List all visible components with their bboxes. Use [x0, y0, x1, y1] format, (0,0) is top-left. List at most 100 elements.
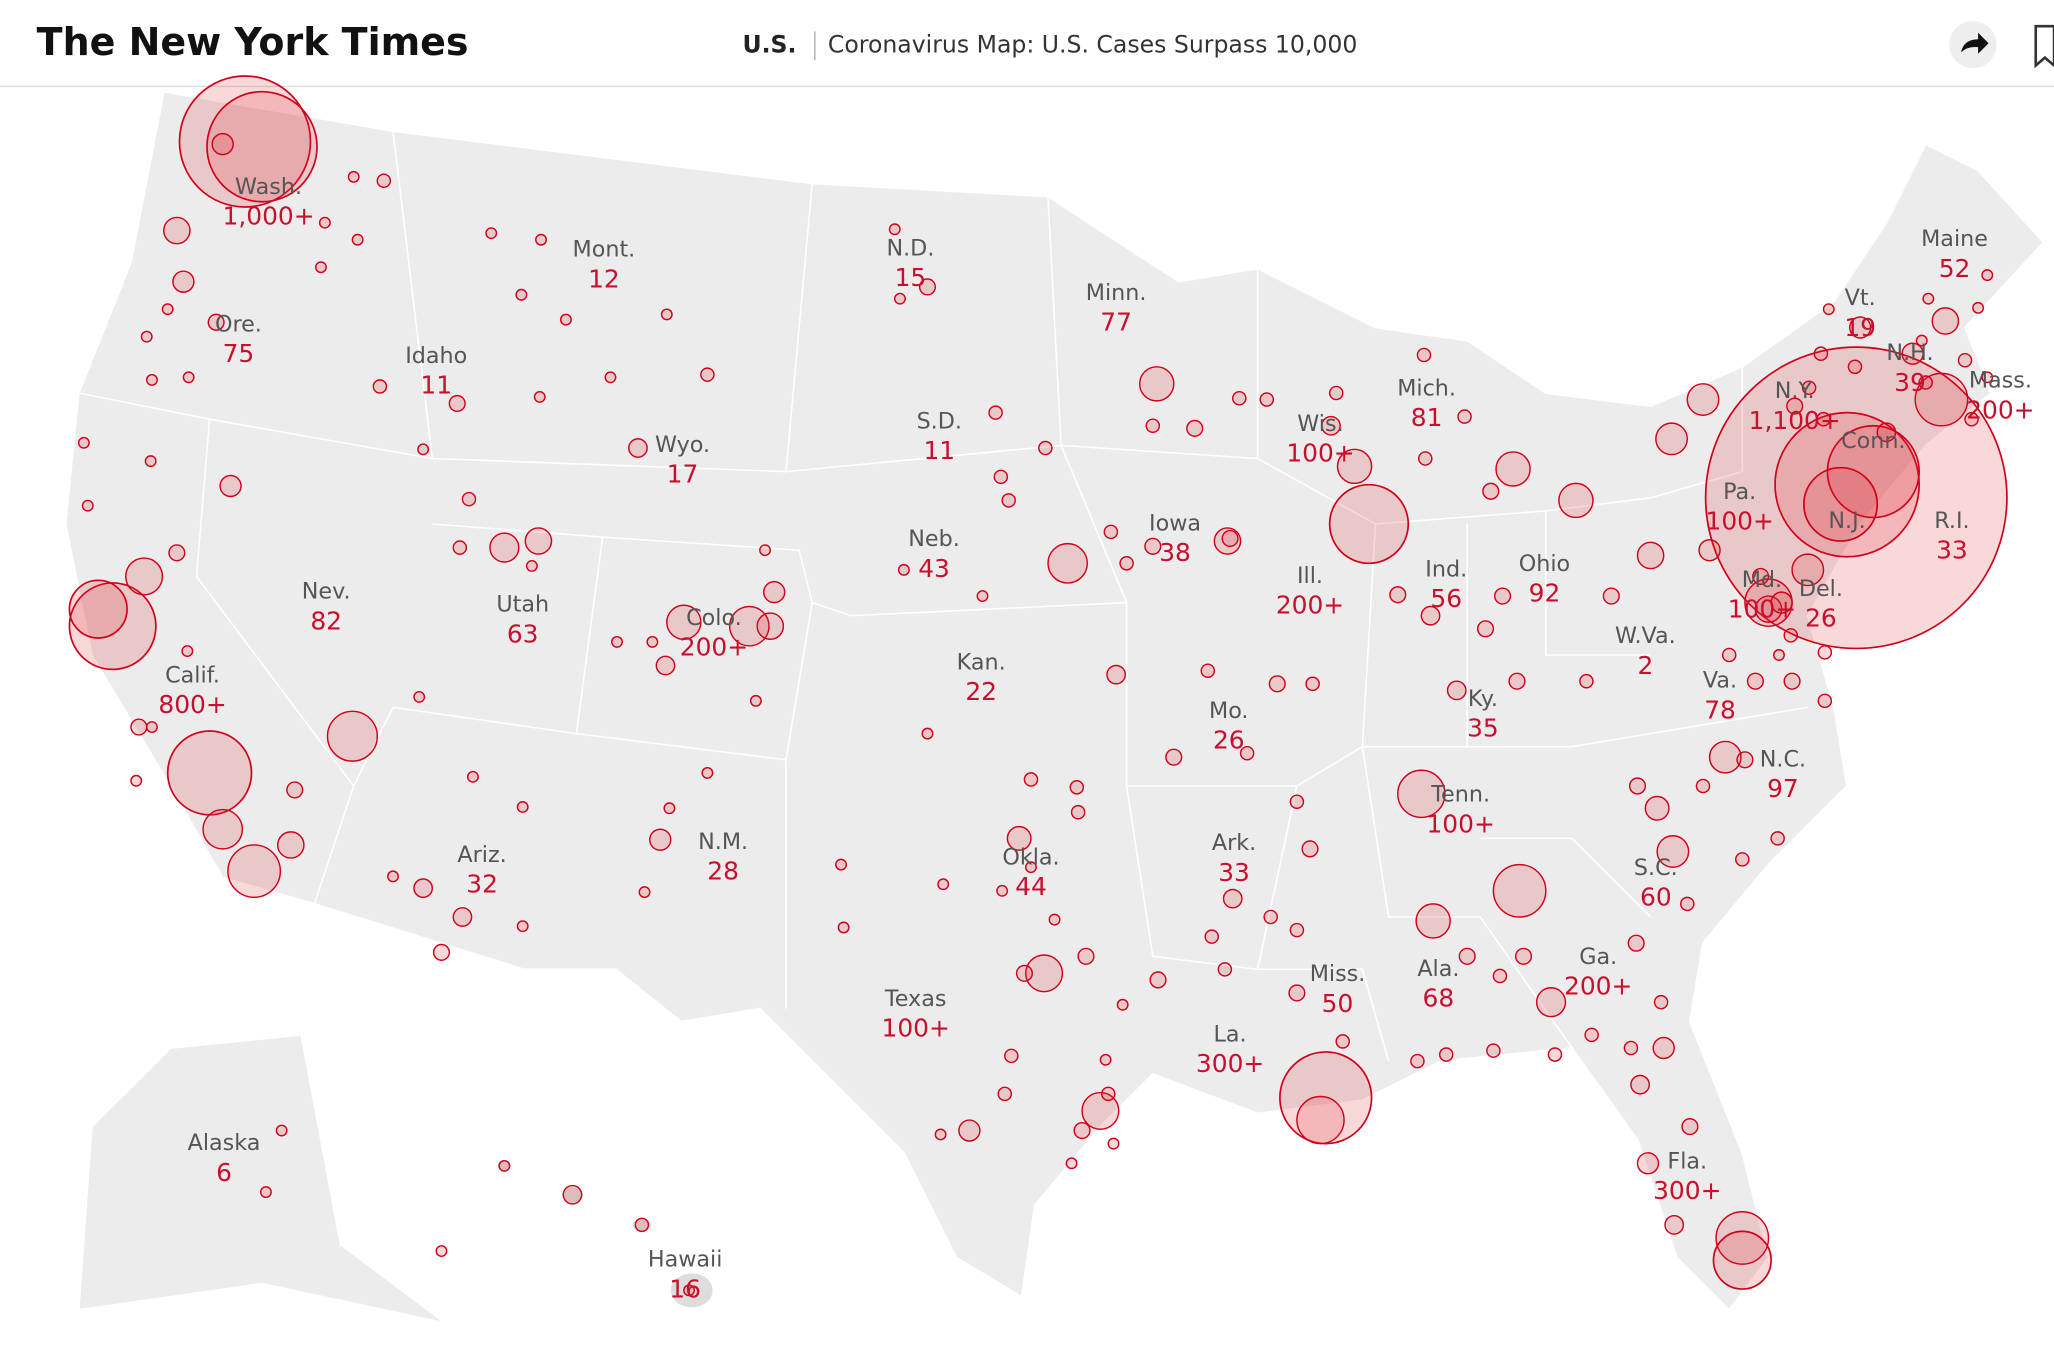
case-bubble — [144, 455, 157, 468]
case-bubble — [130, 774, 143, 787]
state-name: Tenn. — [1430, 782, 1490, 808]
case-bubble — [1813, 346, 1829, 361]
state-count: 1,000+ — [223, 201, 315, 230]
case-bubble — [649, 828, 672, 851]
case-bubble — [347, 170, 360, 183]
bookmark-icon[interactable] — [2034, 24, 2054, 69]
case-bubble — [452, 907, 473, 927]
case-bubble — [524, 527, 553, 555]
state-name: Ind. — [1425, 556, 1467, 582]
case-bubble — [1289, 794, 1305, 809]
case-bubble — [516, 800, 529, 813]
case-bubble — [1416, 347, 1432, 363]
case-bubble — [1708, 740, 1742, 774]
case-bubble — [1579, 673, 1594, 689]
case-bubble — [604, 371, 617, 384]
case-bubble — [485, 227, 498, 240]
case-bubble — [130, 718, 148, 736]
case-bubble — [611, 635, 623, 648]
case-bubble — [1145, 418, 1161, 434]
case-bubble — [1602, 587, 1620, 605]
state-name: N.C. — [1760, 746, 1806, 772]
case-bubble — [1915, 334, 1928, 347]
state-count: 75 — [223, 339, 255, 368]
case-bubble — [1715, 1211, 1770, 1265]
case-bubble — [1981, 371, 1994, 384]
case-bubble — [168, 544, 186, 562]
case-bubble — [660, 308, 673, 321]
state-count: 60 — [1640, 883, 1672, 912]
state-name: Ill. — [1297, 563, 1323, 589]
case-bubble — [1410, 1053, 1425, 1069]
case-bubble — [211, 132, 234, 156]
state-count: 200+ — [1564, 972, 1632, 1001]
case-bubble — [314, 261, 327, 274]
state-name: Texas — [884, 986, 947, 1012]
section[interactable]: U.S. — [742, 30, 796, 58]
case-bubble — [1786, 397, 1804, 415]
case-bubble — [533, 390, 546, 403]
case-bubble — [1848, 316, 1872, 339]
state-name: Mo. — [1209, 698, 1249, 724]
case-bubble — [1004, 1048, 1019, 1064]
case-bubble — [1023, 772, 1039, 787]
case-bubble — [646, 635, 659, 648]
case-bubble — [1081, 1091, 1120, 1130]
state-count: 81 — [1411, 403, 1443, 432]
case-bubble — [318, 216, 331, 229]
case-bubble — [125, 557, 164, 596]
case-bubble — [1817, 645, 1833, 660]
case-bubble — [1636, 541, 1665, 570]
case-bubble — [172, 270, 195, 293]
case-bubble — [1816, 411, 1831, 427]
case-bubble — [1847, 359, 1863, 375]
case-bubble — [1119, 556, 1134, 571]
state-name: N.M. — [698, 829, 748, 855]
case-bubble — [1492, 863, 1547, 918]
logo[interactable]: The New York Times — [37, 20, 469, 64]
case-bubble — [1508, 672, 1526, 690]
case-bubble — [1628, 777, 1647, 795]
state-count: 15 — [895, 263, 927, 292]
case-bubble — [1826, 424, 1921, 519]
map — [64, 90, 2045, 1325]
case-bubble — [1636, 1152, 1660, 1175]
state-count: 100+ — [1728, 594, 1796, 623]
case-bubble — [1328, 483, 1410, 565]
case-bubble — [921, 727, 934, 740]
case-bubble — [1239, 745, 1255, 761]
case-bubble — [1656, 835, 1690, 868]
case-bubble — [498, 1159, 511, 1172]
case-bubble — [937, 878, 950, 891]
case-bubble — [1263, 909, 1278, 925]
case-bubble — [1801, 380, 1817, 396]
case-bubble — [161, 303, 174, 316]
state-name: Nev. — [302, 579, 351, 605]
case-bubble — [81, 499, 94, 512]
case-bubble — [1630, 1074, 1651, 1095]
case-bubble — [1289, 922, 1305, 938]
case-bubble — [1107, 1137, 1120, 1150]
case-bubble — [207, 313, 225, 331]
state-name: Miss. — [1310, 961, 1366, 987]
case-bubble — [894, 292, 906, 305]
state-count: 16 — [669, 1274, 701, 1303]
case-bubble — [1415, 903, 1451, 939]
case-bubble — [206, 90, 318, 203]
case-bubble — [1397, 769, 1446, 819]
case-bubble — [432, 943, 451, 961]
case-bubble — [1547, 1047, 1563, 1062]
case-bubble — [1457, 409, 1472, 424]
case-bubble — [1770, 591, 1793, 614]
state-name: Wyo. — [655, 432, 710, 458]
share-button[interactable] — [1949, 20, 1997, 69]
state-count: 19 — [1844, 313, 1876, 342]
state-name: S.C. — [1634, 855, 1678, 881]
state-count: 82 — [310, 606, 342, 635]
case-bubble — [1077, 947, 1095, 965]
share-icon[interactable] — [1961, 32, 1989, 54]
case-bubble — [683, 1284, 696, 1297]
state-name: Colo. — [686, 605, 742, 631]
case-bubble — [1025, 954, 1064, 993]
